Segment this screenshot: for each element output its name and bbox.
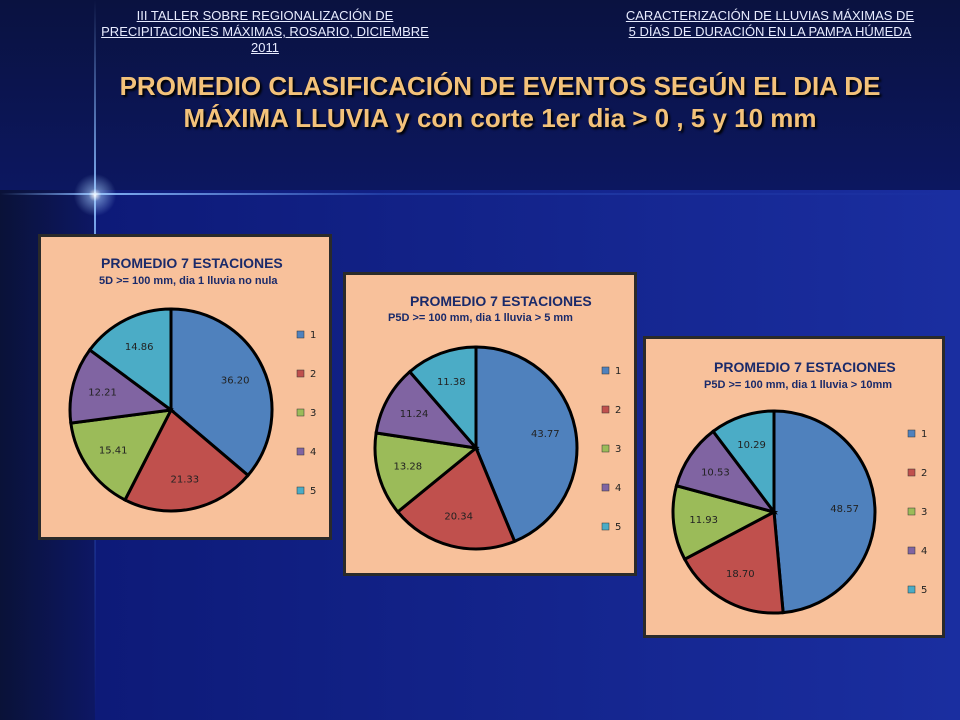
pie-slice-2	[395, 445, 517, 551]
legend-label-4: 4	[921, 546, 927, 557]
slice-data-label: 12.21	[88, 387, 117, 398]
legend-swatch-3	[296, 408, 305, 417]
slice-data-label: 13.28	[393, 462, 422, 473]
slice-data-label: 36.20	[221, 375, 250, 386]
chart-subtitle: 5D >= 100 mm, dia 1 lluvia no nula	[99, 275, 278, 287]
legend-swatch-5	[907, 585, 916, 594]
pie-slice-5	[711, 409, 776, 517]
header-topic-line2: 5 DÍAS DE DURACIÓN EN LA PAMPA HÚMEDA	[628, 24, 912, 39]
slice-data-label: 20.34	[444, 512, 473, 523]
pie-slice-1	[169, 307, 274, 478]
legend-swatch-3	[907, 507, 916, 516]
legend-label-3: 3	[615, 444, 621, 455]
pie-chart-3: 48.57 18.70 11.93 10.53 10.29 1 2 3 4 5	[671, 409, 927, 615]
legend-swatch-2	[907, 468, 916, 477]
legend-label-5: 5	[921, 585, 927, 596]
header-event: III TALLER SOBRE REGIONALIZACIÓN DE PREC…	[100, 8, 430, 56]
pie-chart-panel-1: PROMEDIO 7 ESTACIONES 5D >= 100 mm, dia …	[38, 234, 332, 540]
slice-data-label: 18.70	[726, 569, 755, 580]
slice-data-label: 21.33	[171, 474, 200, 485]
slide-top-band	[0, 0, 960, 190]
pie-slice-2	[682, 509, 785, 615]
legend-label-4: 4	[615, 483, 621, 494]
sparkle-icon	[70, 170, 120, 220]
legend-label-2: 2	[310, 369, 316, 380]
legend-label-3: 3	[310, 408, 316, 419]
pie-chart-2: 43.77 20.34 13.28 11.24 11.38 1 2 3 4 5	[373, 345, 621, 551]
pie-chart-panel-2: PROMEDIO 7 ESTACIONES P5D >= 100 mm, dia…	[343, 272, 637, 576]
header-topic: CARACTERIZACIÓN DE LLUVIAS MÁXIMAS DE 5 …	[600, 8, 940, 40]
legend-swatch-4	[907, 546, 916, 555]
legend-label-5: 5	[310, 486, 316, 497]
legend-label-2: 2	[615, 405, 621, 416]
pie-slice-1	[474, 345, 579, 544]
slice-data-label: 15.41	[99, 446, 128, 457]
legend-swatch-2	[296, 369, 305, 378]
pie-slice-2	[122, 407, 251, 513]
pie-chart-1: 36.20 21.33 15.41 12.21 14.86 1 2 3 4 5	[68, 307, 316, 513]
slice-data-label: 11.38	[437, 377, 466, 388]
slice-data-label: 10.53	[701, 467, 730, 478]
legend-label-5: 5	[615, 522, 621, 533]
chart-subtitle: P5D >= 100 mm, dia 1 lluvia > 5 mm	[388, 312, 573, 324]
pie-slice-4	[68, 347, 175, 425]
pie-slice-3	[671, 483, 779, 562]
header-event-line1: III TALLER SOBRE REGIONALIZACIÓN DE	[136, 8, 394, 23]
legend-swatch-5	[296, 486, 305, 495]
legend-label-3: 3	[921, 507, 927, 518]
chart-subtitle: P5D >= 100 mm, dia 1 lluvia > 10mm	[704, 379, 893, 391]
chart-title: PROMEDIO 7 ESTACIONES	[101, 255, 283, 271]
legend-label-4: 4	[310, 447, 316, 458]
slice-data-label: 14.86	[125, 342, 154, 353]
slice-data-label: 43.77	[531, 429, 560, 440]
pie-slice-1	[772, 409, 877, 615]
legend-swatch-1	[907, 429, 916, 438]
header-event-line2: PRECIPITACIONES MÁXIMAS, ROSARIO, DICIEM…	[101, 24, 429, 55]
pie-chart-panel-3: PROMEDIO 7 ESTACIONES P5D >= 100 mm, dia…	[643, 336, 945, 638]
pie-slice-5	[87, 307, 173, 413]
header-topic-line1: CARACTERIZACIÓN DE LLUVIAS MÁXIMAS DE	[625, 8, 915, 23]
pie-slice-3	[69, 408, 174, 502]
legend-label-2: 2	[921, 468, 927, 479]
slide-title-line2: MÁXIMA LLUVIA y con corte 1er dia > 0 , …	[183, 103, 817, 133]
legend-swatch-5	[601, 522, 610, 531]
legend-swatch-4	[601, 483, 610, 492]
legend-swatch-1	[601, 366, 610, 375]
chart-title: PROMEDIO 7 ESTACIONES	[410, 293, 592, 309]
pie-slice-3	[373, 431, 480, 514]
pie-slice-5	[407, 345, 478, 453]
legend-label-1: 1	[310, 330, 316, 341]
slice-data-label: 10.29	[737, 440, 766, 451]
legend-swatch-2	[601, 405, 610, 414]
slide-title-line1: PROMEDIO CLASIFICACIÓN DE EVENTOS SEGÚN …	[119, 71, 881, 101]
slice-data-label: 48.57	[830, 504, 859, 515]
legend-swatch-1	[296, 330, 305, 339]
legend-swatch-3	[601, 444, 610, 453]
slice-data-label: 11.24	[400, 409, 429, 420]
decorative-horizontal-line	[0, 193, 960, 195]
slice-data-label: 11.93	[689, 515, 718, 526]
legend-swatch-4	[296, 447, 305, 456]
legend-label-1: 1	[921, 429, 927, 440]
legend-label-1: 1	[615, 366, 621, 377]
slide-title: PROMEDIO CLASIFICACIÓN DE EVENTOS SEGÚN …	[60, 70, 940, 134]
chart-title: PROMEDIO 7 ESTACIONES	[714, 359, 896, 375]
